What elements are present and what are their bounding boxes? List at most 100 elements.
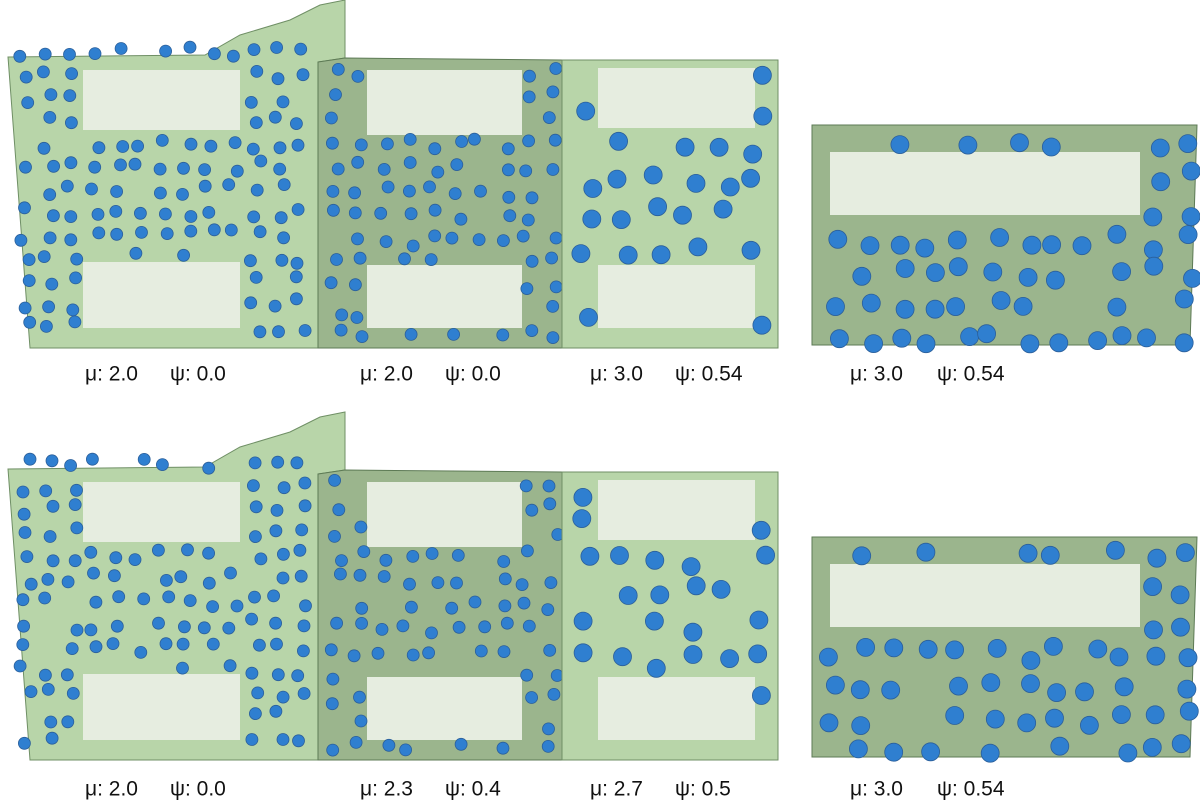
- agent-dot: [268, 299, 282, 313]
- agent-dot: [247, 43, 261, 56]
- agent-dot: [1013, 296, 1033, 316]
- agent-dot: [946, 297, 965, 317]
- agent-dot: [290, 456, 304, 470]
- agent-dot: [63, 89, 77, 102]
- agent-dot: [357, 545, 371, 559]
- agent-dot: [129, 246, 143, 260]
- agent-dot: [515, 578, 529, 592]
- agent-dot: [207, 223, 221, 237]
- agent-dot: [45, 731, 59, 745]
- agent-dot: [1183, 269, 1200, 288]
- agent-dot: [13, 49, 27, 63]
- agent-dot: [328, 530, 341, 543]
- agent-dot: [1049, 333, 1069, 353]
- agent-dot: [1018, 543, 1038, 563]
- building: [598, 265, 755, 328]
- agent-dot: [1017, 713, 1037, 733]
- agent-dot: [474, 644, 488, 658]
- agent-dot: [68, 315, 82, 329]
- agent-dot: [20, 550, 34, 564]
- agent-dot: [110, 185, 123, 198]
- agent-dot: [547, 687, 561, 701]
- agent-dot: [541, 739, 555, 753]
- building: [367, 677, 522, 740]
- agent-dot: [275, 253, 289, 267]
- agent-dot: [38, 47, 52, 61]
- agent-dot: [1142, 737, 1162, 757]
- agent-dot: [521, 544, 534, 558]
- agent-dot: [618, 245, 638, 265]
- agent-dot: [1177, 679, 1197, 699]
- agent-dot: [651, 245, 671, 265]
- agent-dot: [18, 526, 32, 539]
- agent-dot: [251, 686, 265, 700]
- agent-dot: [455, 135, 469, 148]
- agent-dot: [37, 65, 50, 79]
- psi-label: ψ: 0.0: [170, 778, 226, 801]
- agent-dot: [37, 250, 51, 264]
- mu-label: μ: 2.7: [590, 778, 643, 801]
- agent-dot: [330, 616, 344, 630]
- agent-dot: [207, 47, 221, 61]
- agent-dot: [945, 706, 965, 725]
- agent-dot: [16, 485, 30, 499]
- agent-dot: [158, 207, 172, 221]
- agent-dot: [114, 158, 127, 172]
- agent-dot: [406, 239, 420, 253]
- agent-dot: [546, 299, 560, 313]
- agent-dot: [1143, 577, 1162, 597]
- agent-dot: [985, 709, 1005, 729]
- agent-dot: [244, 96, 258, 109]
- agent-dot: [851, 716, 871, 736]
- agent-dot: [576, 101, 596, 121]
- agent-dot: [1107, 224, 1127, 244]
- agent-dot: [250, 183, 264, 197]
- agent-dot: [542, 479, 556, 493]
- agent-dot: [268, 110, 282, 124]
- agent-dot: [247, 210, 261, 224]
- agent-dot: [60, 668, 74, 682]
- agent-dot: [751, 520, 771, 540]
- agent-dot: [246, 479, 260, 492]
- agent-dot: [18, 201, 31, 215]
- agent-dot: [981, 673, 1001, 693]
- agent-dot: [274, 211, 288, 225]
- agent-dot: [1137, 328, 1156, 348]
- agent-dot: [1047, 683, 1066, 703]
- agent-dot: [269, 616, 283, 630]
- agent-dot: [176, 637, 190, 651]
- agent-dot: [42, 300, 55, 314]
- agent-dot: [1146, 646, 1166, 666]
- agent-dot: [543, 497, 557, 511]
- agent-dot: [353, 690, 366, 704]
- agent-dot: [380, 137, 394, 151]
- agent-dot: [1150, 138, 1170, 158]
- psi-label: ψ: 0.0: [445, 363, 501, 386]
- agent-dot: [520, 668, 534, 682]
- agent-dot: [852, 266, 872, 286]
- agent-dot: [354, 714, 368, 728]
- agent-dot: [650, 585, 670, 605]
- agent-dot: [44, 88, 58, 101]
- agent-dot: [396, 619, 410, 633]
- agent-dot: [546, 331, 560, 345]
- agent-dot: [497, 555, 511, 568]
- agent-dot: [743, 144, 763, 164]
- agent-dot: [645, 550, 665, 570]
- agent-dot: [224, 223, 238, 237]
- agent-dot: [155, 458, 169, 471]
- agent-dot: [549, 231, 563, 245]
- agent-dot: [347, 649, 361, 663]
- agent-dot: [550, 669, 564, 682]
- agent-dot: [447, 327, 461, 341]
- agent-dot: [709, 137, 729, 157]
- agent-dot: [267, 589, 281, 603]
- agent-dot: [522, 619, 536, 633]
- agent-dot: [198, 163, 212, 177]
- agent-dot: [379, 235, 393, 249]
- agent-dot: [222, 178, 236, 192]
- panel-row: μ: 2.0 ψ: 0.0 μ: 2.0 ψ: 0.0 μ: 3.0 ψ: 0.54 μ: …: [7, 0, 1200, 386]
- agent-dot: [291, 138, 305, 152]
- agent-dot: [819, 713, 839, 733]
- agent-dot: [184, 224, 198, 238]
